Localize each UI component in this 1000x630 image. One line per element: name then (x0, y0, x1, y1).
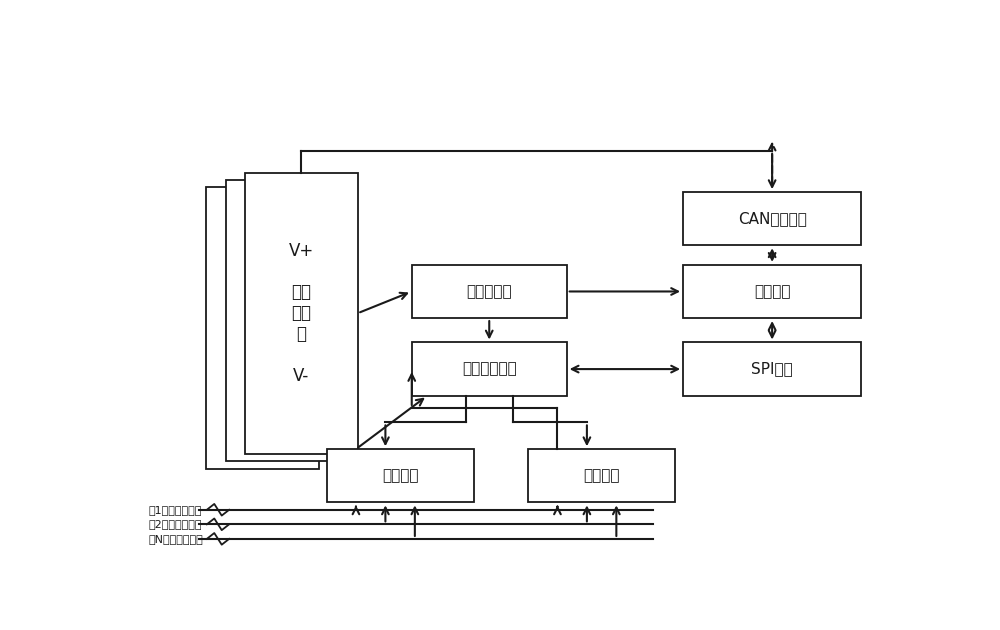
Text: 主控模块: 主控模块 (754, 284, 790, 299)
Bar (412, 265, 567, 318)
Text: CAN通讯模块: CAN通讯模块 (738, 211, 807, 226)
Bar (412, 343, 567, 396)
Bar (245, 173, 358, 454)
Bar (528, 449, 675, 503)
Text: 第1超级电容单体: 第1超级电容单体 (148, 505, 202, 515)
Bar (683, 265, 861, 318)
Bar (683, 192, 861, 245)
Text: 第2超级电容单体: 第2超级电容单体 (148, 519, 202, 529)
Text: 第N超级电容单体: 第N超级电容单体 (148, 534, 203, 544)
Text: 自供电模块: 自供电模块 (466, 284, 512, 299)
Text: V+

超级
电容
组

V-: V+ 超级 电容 组 V- (289, 242, 314, 385)
Bar (226, 180, 338, 461)
Bar (206, 187, 319, 469)
Text: 均衡控制模块: 均衡控制模块 (462, 362, 517, 377)
Bar (683, 343, 861, 396)
Text: SPI模块: SPI模块 (751, 362, 793, 377)
Bar (326, 449, 474, 503)
Text: 均衡模块: 均衡模块 (583, 468, 620, 483)
Text: 采样模块: 采样模块 (382, 468, 418, 483)
